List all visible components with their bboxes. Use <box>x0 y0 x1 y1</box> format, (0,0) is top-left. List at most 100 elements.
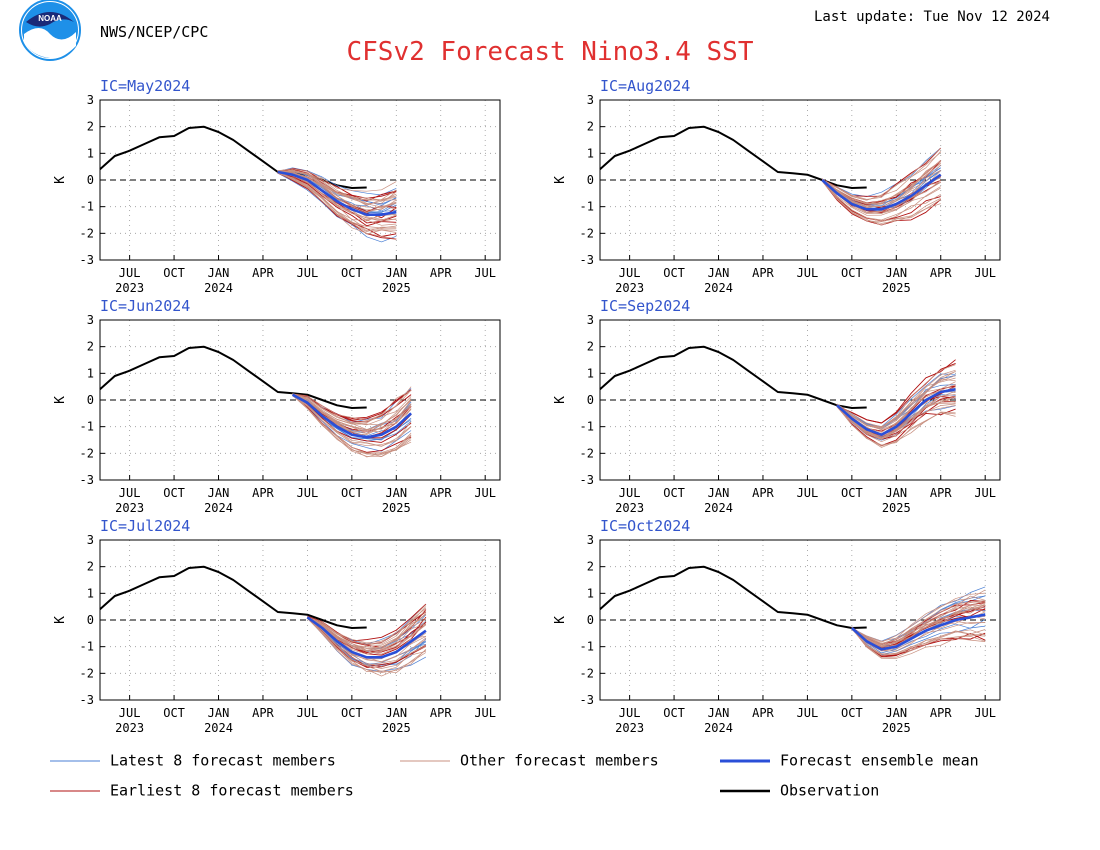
x-tick-label: APR <box>252 266 274 280</box>
forecast-members <box>307 603 427 677</box>
y-tick-label: 2 <box>587 340 594 354</box>
x-tick-label: JAN <box>708 706 730 720</box>
x-tick-label: APR <box>430 486 452 500</box>
y-tick-label: 3 <box>587 313 594 327</box>
y-axis-label: K <box>53 616 68 624</box>
observation-line <box>99 125 367 189</box>
panel-aug2024: IC=Aug2024 -3 -2 -1 0 1 2 3 K JUL OCT JAN APR JUL OCT J… <box>553 77 1001 295</box>
member-line-other <box>822 148 941 201</box>
member-line-other <box>836 395 956 439</box>
panels: IC=May2024 -3 -2 -1 0 1 2 3 K JUL OCT JAN APR JUL OCT J… <box>53 77 1001 735</box>
x-tick-label: JAN <box>208 266 230 280</box>
member-line-latest <box>277 167 397 196</box>
legend-label-latest: Latest 8 forecast members <box>110 752 336 770</box>
member-line-other <box>851 595 986 644</box>
y-tick-label: 3 <box>587 533 594 547</box>
x-year-label: 2025 <box>882 721 911 735</box>
member-line-other <box>851 601 986 645</box>
x-tick-label: JUL <box>797 706 819 720</box>
x-tick-label: JUL <box>974 266 996 280</box>
x-tick-label: OCT <box>341 266 363 280</box>
x-tick-label: JUL <box>119 706 141 720</box>
y-axis-label: K <box>553 396 568 404</box>
panel-label: IC=May2024 <box>100 77 190 95</box>
member-line-other <box>292 393 412 458</box>
y-tick-label: 1 <box>587 586 594 600</box>
member-line-other <box>292 394 412 447</box>
panel-may2024: IC=May2024 -3 -2 -1 0 1 2 3 K JUL OCT JAN APR JUL OCT J… <box>53 77 501 295</box>
noaa-logo: NOAA <box>19 0 81 61</box>
member-line-other <box>307 614 427 649</box>
y-tick-label: -1 <box>80 200 94 214</box>
x-tick-label: JUL <box>297 266 319 280</box>
y-tick-label: 3 <box>87 313 94 327</box>
member-line-other <box>292 390 412 421</box>
y-tick-label: -3 <box>80 253 94 267</box>
panel-label: IC=Oct2024 <box>600 517 690 535</box>
observation-line <box>599 345 867 409</box>
y-tick-label: -1 <box>80 420 94 434</box>
member-line-other <box>822 152 941 200</box>
ensemble-mean-line <box>851 613 986 651</box>
x-tick-label: JAN <box>885 706 907 720</box>
x-tick-label: JUL <box>119 266 141 280</box>
observation-line <box>99 345 367 409</box>
agency-label: NWS/NCEP/CPC <box>100 23 208 41</box>
x-tick-label: JUL <box>619 706 641 720</box>
x-tick-label: OCT <box>341 486 363 500</box>
x-tick-label: APR <box>752 486 774 500</box>
x-tick-label: OCT <box>841 266 863 280</box>
member-line-other <box>292 394 412 430</box>
plot-frame <box>599 539 1001 701</box>
x-tick-label: JUL <box>974 706 996 720</box>
legend: Latest 8 forecast members Other forecast… <box>50 752 979 800</box>
x-year-label: 2023 <box>115 281 144 295</box>
y-tick-label: -3 <box>80 693 94 707</box>
y-tick-label: 3 <box>87 93 94 107</box>
x-tick-label: OCT <box>163 706 185 720</box>
x-tick-label: JAN <box>208 706 230 720</box>
x-tick-label: JUL <box>797 266 819 280</box>
y-tick-label: 0 <box>587 393 594 407</box>
x-year-label: 2024 <box>204 501 233 515</box>
x-tick-label: JAN <box>708 266 730 280</box>
member-line-latest <box>292 395 412 452</box>
member-line-other <box>307 607 427 644</box>
member-line-other <box>836 404 956 443</box>
member-line-other <box>307 618 427 673</box>
x-tick-label: JAN <box>385 706 407 720</box>
x-year-label: 2024 <box>704 281 733 295</box>
x-tick-label: APR <box>930 486 952 500</box>
x-tick-label: JUL <box>474 486 496 500</box>
member-line-other <box>277 172 397 214</box>
member-line-other <box>851 627 986 656</box>
x-tick-label: JUL <box>474 706 496 720</box>
y-tick-label: 3 <box>87 533 94 547</box>
forecast-members <box>292 386 412 458</box>
member-line-other <box>292 393 412 432</box>
member-line-other <box>851 589 986 642</box>
x-tick-label: APR <box>430 266 452 280</box>
plot-frame <box>599 319 1001 481</box>
chart-title: CFSv2 Forecast Nino3.4 SST <box>347 37 754 67</box>
member-line-other <box>851 621 986 652</box>
y-tick-label: 2 <box>87 120 94 134</box>
member-line-latest <box>277 172 397 243</box>
x-year-label: 2023 <box>615 501 644 515</box>
panel-jun2024: IC=Jun2024 -3 -2 -1 0 1 2 3 K JUL OCT JAN APR JUL OCT J… <box>53 297 501 515</box>
x-tick-label: OCT <box>163 266 185 280</box>
y-tick-label: 0 <box>587 613 594 627</box>
y-tick-label: 1 <box>87 586 94 600</box>
x-year-label: 2024 <box>204 721 233 735</box>
legend-label-observation: Observation <box>780 782 879 800</box>
member-line-other <box>292 394 412 447</box>
y-axis-label: K <box>553 176 568 184</box>
logo-sky <box>26 12 74 27</box>
member-line-other <box>307 616 427 655</box>
member-line-other <box>851 627 986 659</box>
x-tick-label: JAN <box>708 486 730 500</box>
member-line-other <box>292 395 412 447</box>
x-tick-label: JUL <box>297 706 319 720</box>
y-tick-label: -1 <box>580 200 594 214</box>
